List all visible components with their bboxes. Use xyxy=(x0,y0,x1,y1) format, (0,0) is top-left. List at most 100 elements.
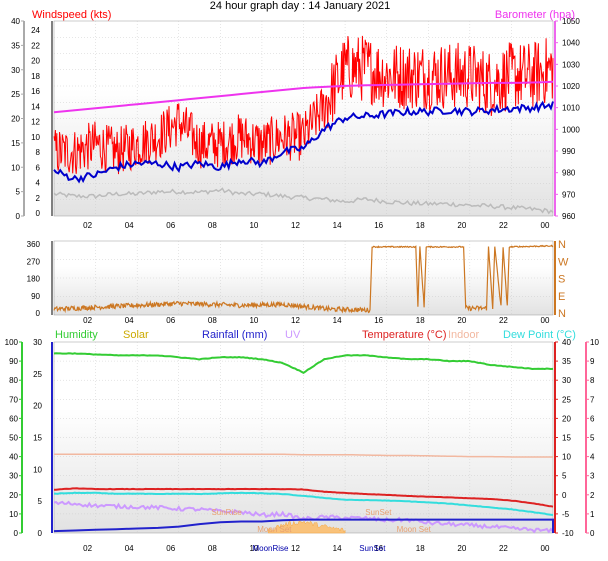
baro-tick-label: 990 xyxy=(562,147,576,156)
annotation-moon-set: Moon Set xyxy=(257,525,292,534)
compass-label: N xyxy=(558,239,566,251)
wind-x-tick-label: 12 xyxy=(291,221,300,230)
chart-title: 24 hour graph day : 14 January 2021 xyxy=(210,0,390,12)
wind-outer-tick-label: 0 xyxy=(16,212,21,221)
direction-x-tick-label: 16 xyxy=(374,316,383,325)
humidity-tick-label: 20 xyxy=(9,491,18,500)
wind-outer-tick-label: 30 xyxy=(11,66,20,75)
rain-tick-label: 20 xyxy=(33,402,42,411)
temperature-tick-label: 30 xyxy=(562,376,571,385)
weather-x-tick-label: 06 xyxy=(166,544,175,553)
uv-tick-label: 4 xyxy=(590,453,595,462)
baro-tick-label: 970 xyxy=(562,190,576,199)
uv-tick-label: 6 xyxy=(590,414,595,423)
uv-tick-label: 10 xyxy=(590,338,599,347)
wind-tick-label: 18 xyxy=(31,72,40,81)
uv-tick-label: 1 xyxy=(590,510,595,519)
wind-x-tick-label: 16 xyxy=(374,221,383,230)
solar-area xyxy=(267,520,346,534)
temperature-tick-label: 20 xyxy=(562,414,571,423)
legend-humidity: Humidity xyxy=(55,329,98,341)
annotation-sunset: SunSet xyxy=(365,508,392,517)
temperature-tick-label: 0 xyxy=(562,491,567,500)
wind-outer-tick-label: 35 xyxy=(11,41,20,50)
wind-tick-label: 6 xyxy=(36,163,41,172)
wind-x-tick-label: 14 xyxy=(333,221,342,230)
wind-tick-label: 22 xyxy=(31,41,40,50)
weather-x-tick-label: 22 xyxy=(499,544,508,553)
uv-tick-label: 3 xyxy=(590,472,595,481)
rain-tick-label: 15 xyxy=(33,434,42,443)
wind-x-tick-label: 22 xyxy=(499,221,508,230)
rain-tick-label: 5 xyxy=(38,497,43,506)
dewpoint-line xyxy=(53,491,554,516)
legend-solar: Solar xyxy=(123,329,149,341)
annotation-sunrise: SunRise xyxy=(211,508,242,517)
direction-x-tick-label: 06 xyxy=(166,316,175,325)
uv-tick-label: 7 xyxy=(590,395,595,404)
wind-low-line xyxy=(53,187,554,215)
wind-x-tick-label: 06 xyxy=(166,221,175,230)
weather-x-tick-label: 08 xyxy=(208,544,217,553)
barometer-line xyxy=(53,80,554,114)
rain-tick-label: 0 xyxy=(38,529,43,538)
direction-tick-label: 180 xyxy=(27,275,41,284)
uv-tick-label: 2 xyxy=(590,491,595,500)
weather-x-tick-label: 16 xyxy=(374,544,383,553)
baro-tick-label: 1020 xyxy=(562,82,580,91)
baro-tick-label: 980 xyxy=(562,169,576,178)
windspeed-axis-label: Windspeed (kts) xyxy=(32,9,111,21)
wind-x-tick-label: 10 xyxy=(249,221,258,230)
wind-x-tick-label: 02 xyxy=(83,221,92,230)
direction-x-tick-label: 00 xyxy=(541,316,550,325)
rainfall-line xyxy=(53,518,554,533)
direction-x-tick-label: 22 xyxy=(499,316,508,325)
weather-x-tick-label: 10 xyxy=(249,544,258,553)
humidity-line xyxy=(53,352,554,374)
legend-uv: UV xyxy=(285,329,301,341)
humidity-tick-label: 30 xyxy=(9,472,18,481)
humidity-tick-label: 60 xyxy=(9,414,18,423)
wind-outer-tick-label: 20 xyxy=(11,115,20,124)
temperature-tick-label: 10 xyxy=(562,453,571,462)
direction-tick-label: 0 xyxy=(36,309,41,318)
wind-x-tick-label: 08 xyxy=(208,221,217,230)
baro-tick-label: 1030 xyxy=(562,60,580,69)
weather-x-tick-label: 18 xyxy=(416,544,425,553)
legend-temperature-c: Temperature (°C) xyxy=(362,329,446,341)
wind-outer-tick-label: 5 xyxy=(16,188,21,197)
wind-tick-label: 20 xyxy=(31,57,40,66)
baro-tick-label: 1000 xyxy=(562,125,580,134)
direction-x-tick-label: 10 xyxy=(249,316,258,325)
direction-x-tick-label: 08 xyxy=(208,316,217,325)
compass-label: E xyxy=(558,291,565,303)
wind-tick-label: 24 xyxy=(31,26,40,35)
wind-tick-label: 2 xyxy=(36,194,41,203)
uv-tick-label: 5 xyxy=(590,434,595,443)
uv-tick-label: 9 xyxy=(590,357,595,366)
wind-outer-tick-label: 10 xyxy=(11,163,20,172)
barometer-axis-label: Barometer (hpa) xyxy=(495,9,575,21)
compass-label: N xyxy=(558,308,566,320)
temperature-tick-label: 25 xyxy=(562,395,571,404)
rain-tick-label: 10 xyxy=(33,465,42,474)
uv-tick-label: 8 xyxy=(590,376,595,385)
weather-x-tick-label: 00 xyxy=(541,544,550,553)
humidity-tick-label: 90 xyxy=(9,357,18,366)
wind-tick-label: 16 xyxy=(31,87,40,96)
rain-tick-label: 30 xyxy=(33,338,42,347)
humidity-tick-label: 10 xyxy=(9,510,18,519)
wind-outer-tick-label: 25 xyxy=(11,90,20,99)
baro-tick-label: 960 xyxy=(562,212,576,221)
temperature-tick-label: -5 xyxy=(562,510,570,519)
temperature-line xyxy=(53,487,554,508)
wind-outer-tick-label: 15 xyxy=(11,139,20,148)
direction-x-tick-label: 12 xyxy=(291,316,300,325)
wind-tick-label: 10 xyxy=(31,133,40,142)
temperature-tick-label: 15 xyxy=(562,434,571,443)
x-annotation-sunset: SunSet xyxy=(359,544,386,553)
direction-x-tick-label: 04 xyxy=(125,316,134,325)
weather-x-tick-label: 04 xyxy=(125,544,134,553)
direction-tick-label: 270 xyxy=(27,257,41,266)
weather-x-tick-label: 02 xyxy=(83,544,92,553)
